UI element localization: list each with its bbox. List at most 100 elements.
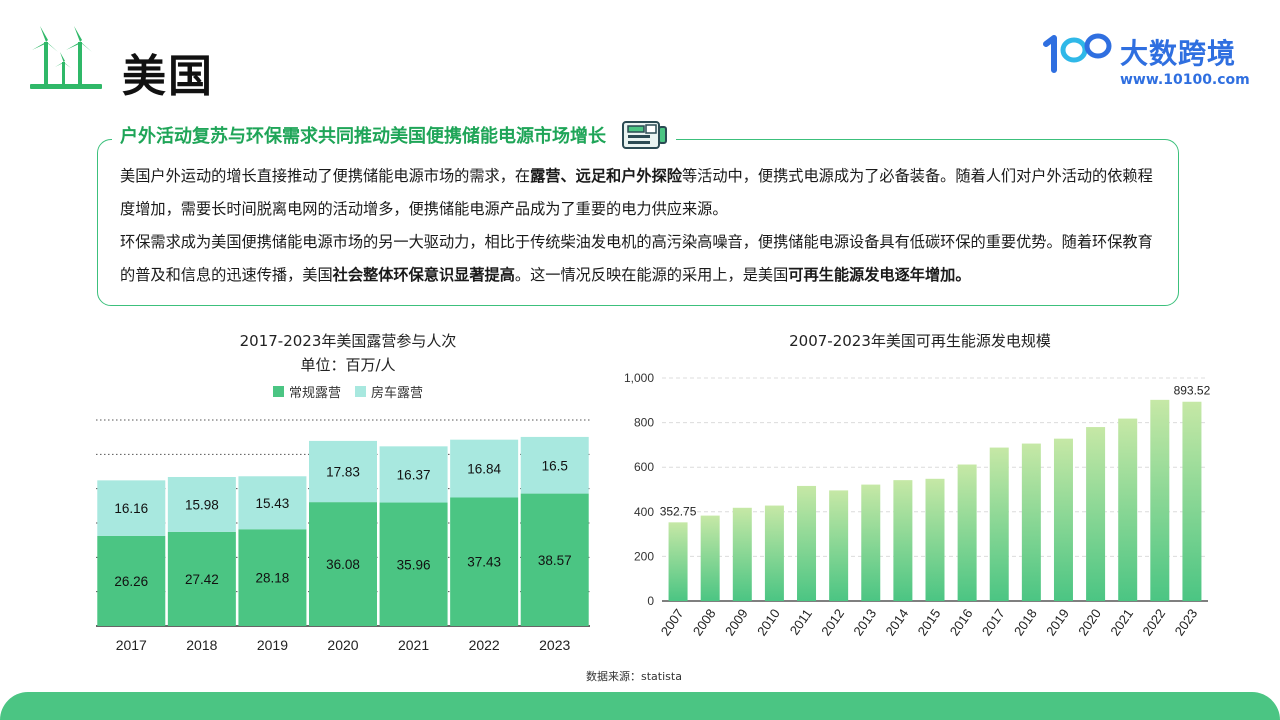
bar-rv-camping: [379, 446, 448, 503]
bar-renewable-2016: [957, 464, 977, 601]
x-tick-label: 2011: [787, 606, 815, 638]
x-tick-label: 2019: [1043, 606, 1072, 638]
x-tick-label: 2015: [915, 606, 944, 638]
data-label: 35.96: [397, 557, 431, 572]
data-label: 893.52: [1174, 384, 1211, 398]
data-label: 38.57: [538, 553, 572, 568]
brand-name: 大数跨境: [1120, 37, 1237, 70]
bar-renewable-2017: [989, 447, 1009, 601]
bar-rv-camping: [309, 440, 377, 503]
bar-regular-camping: [450, 497, 519, 626]
bar-regular-camping: [309, 502, 377, 626]
bar-renewable-2012: [829, 490, 849, 601]
bar-renewable-2020: [1086, 427, 1106, 601]
renewable-energy-bar-chart: 0 200 400 600 800 1,000 352.75 2007 2008 2009 2010…: [624, 371, 1211, 638]
bar-renewable-2011: [797, 485, 817, 601]
x-tick-label: 2019: [257, 637, 288, 653]
bar-renewable-2010: [764, 505, 784, 601]
camping-stacked-bar-chart: 26.26 16.16 2017 27.42 15.98 2018 28.18 15.43 20…: [96, 419, 590, 653]
data-label: 15.43: [256, 496, 290, 511]
data-label: 36.08: [326, 557, 360, 572]
x-tick-label: 2017: [979, 606, 1008, 638]
data-label: 16.37: [397, 467, 431, 482]
y-tick-label: 200: [634, 549, 654, 563]
x-tick-label: 2018: [1011, 606, 1040, 638]
chart1-title: 2017-2023年美国露营参与人次: [239, 332, 457, 350]
bar-renewable-2007: [668, 522, 688, 601]
legend-item-rv: 房车露营: [355, 382, 423, 401]
x-tick-label: 2017: [116, 637, 147, 653]
x-tick-label: 2013: [850, 606, 879, 638]
legend-item-regular: 常规露营: [272, 382, 341, 401]
x-tick-label: 2014: [882, 606, 911, 638]
info-paragraph-2: 环保需求成为美国便携储能电源市场的另一大驱动力，相比于传统柴油发电机的高污染高噪…: [120, 233, 1153, 284]
data-label: 352.75: [660, 504, 697, 518]
chart2-title: 2007-2023年美国可再生能源发电规模: [789, 332, 1051, 350]
page-title: 美国: [122, 51, 214, 102]
bar-rv-camping: [450, 439, 519, 498]
x-tick-label: 2008: [690, 606, 719, 638]
data-label: 37.43: [467, 555, 501, 570]
bar-renewable-2009: [732, 507, 752, 601]
data-label: 15.98: [185, 497, 219, 512]
data-label: 28.18: [256, 571, 290, 586]
x-tick-label: 2021: [398, 637, 429, 653]
info-title-wrap: 户外活动复苏与环保需求共同推动美国便携储能电源市场增长: [112, 120, 676, 150]
bar-renewable-2014: [893, 480, 913, 601]
bar-renewable-2013: [861, 484, 881, 601]
y-tick-label: 400: [634, 505, 654, 519]
data-label: 16.16: [114, 501, 148, 516]
info-body: 美国户外运动的增长直接推动了便携储能电源市场的需求，在露营、远足和户外探险等活动…: [120, 160, 1165, 292]
x-tick-label: 2020: [1075, 606, 1104, 638]
bar-regular-camping: [379, 502, 448, 626]
x-tick-label: 2023: [1172, 606, 1201, 638]
data-label: 16.84: [467, 462, 501, 477]
bar-rv-camping: [97, 480, 166, 536]
bar-renewable-2022: [1150, 399, 1170, 601]
chart1-legend: 常规露营 房车露营: [98, 382, 598, 401]
bar-regular-camping: [238, 529, 307, 626]
brand-logo: 大数跨境 www.10100.com: [1040, 30, 1250, 92]
y-tick-label: 800: [634, 416, 654, 430]
x-tick-label: 2021: [1107, 606, 1136, 638]
x-tick-label: 2009: [722, 606, 751, 638]
legend-swatch-rv: [355, 386, 366, 397]
bar-renewable-2008: [700, 515, 720, 601]
info-title: 户外活动复苏与环保需求共同推动美国便携储能电源市场增长: [120, 126, 606, 147]
bar-regular-camping: [520, 493, 589, 626]
wind-turbine-logo-icon: [30, 26, 102, 89]
bar-renewable-2015: [925, 478, 945, 601]
x-tick-label: 2020: [327, 637, 358, 653]
y-tick-label: 600: [634, 460, 654, 474]
fax-machine-icon: [622, 121, 667, 149]
x-tick-label: 2022: [1139, 606, 1168, 638]
y-tick-label: 1,000: [624, 371, 654, 385]
bar-regular-camping: [167, 531, 236, 626]
x-tick-label: 2010: [754, 606, 783, 638]
bar-rv-camping: [520, 436, 589, 494]
legend-swatch-regular: [272, 386, 284, 397]
x-tick-label: 2018: [186, 637, 217, 653]
y-tick-label: 0: [647, 594, 654, 608]
x-tick-label: 2012: [818, 606, 847, 638]
footer-bar: [0, 692, 1280, 720]
brand-url[interactable]: www.10100.com: [1120, 72, 1250, 88]
data-source: 数据来源：statista: [586, 670, 682, 683]
bar-renewable-2019: [1053, 438, 1073, 601]
x-tick-label: 2007: [658, 606, 687, 638]
bar-rv-camping: [238, 476, 307, 530]
x-tick-label: 2023: [539, 637, 570, 653]
chart1-unit-label: 单位：百万/人: [300, 356, 396, 374]
data-label: 26.26: [114, 574, 148, 589]
info-paragraph-1: 美国户外运动的增长直接推动了便携储能电源市场的需求，在露营、远足和户外探险等活动…: [120, 167, 1153, 218]
x-tick-label: 2016: [947, 606, 976, 638]
brand-mark-icon: [1043, 33, 1112, 73]
data-label: 17.83: [326, 465, 360, 480]
data-label: 16.5: [542, 458, 568, 473]
bar-renewable-2023: [1182, 401, 1202, 601]
bar-regular-camping: [97, 535, 166, 626]
bar-renewable-2018: [1021, 443, 1041, 601]
bar-renewable-2021: [1118, 418, 1138, 601]
data-label: 27.42: [185, 572, 219, 587]
x-tick-label: 2022: [469, 637, 500, 653]
